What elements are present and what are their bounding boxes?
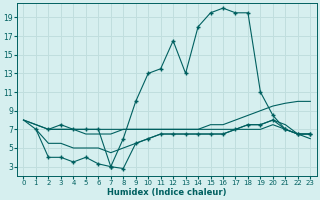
X-axis label: Humidex (Indice chaleur): Humidex (Indice chaleur) [107,188,227,197]
